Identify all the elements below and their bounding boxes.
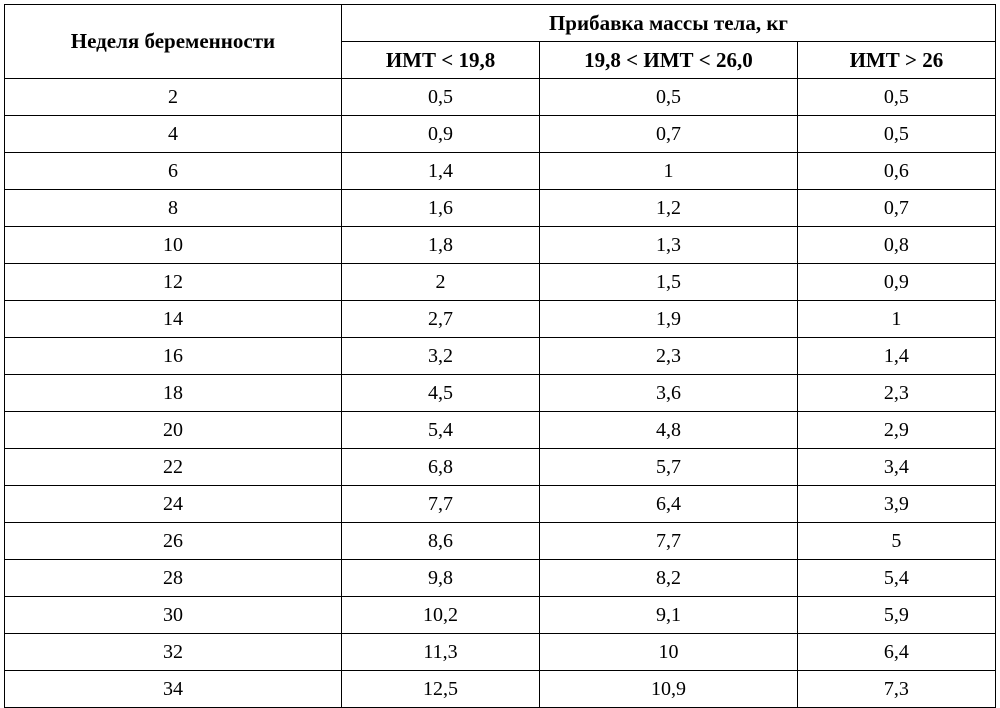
cell-bmi-low: 0,9 [341,116,539,153]
cell-bmi-low: 9,8 [341,560,539,597]
cell-bmi-low: 1,6 [341,190,539,227]
cell-bmi-high: 3,4 [797,449,995,486]
table-row: 205,44,82,9 [5,412,996,449]
header-bmi-high: ИМТ > 26 [797,42,995,79]
table-row: 20,50,50,5 [5,79,996,116]
cell-week: 26 [5,523,342,560]
table-row: 184,53,62,3 [5,375,996,412]
cell-bmi-low: 8,6 [341,523,539,560]
cell-bmi-high: 0,5 [797,116,995,153]
cell-bmi-high: 0,8 [797,227,995,264]
cell-bmi-mid: 1,3 [540,227,798,264]
cell-bmi-low: 2,7 [341,301,539,338]
table-row: 142,71,91 [5,301,996,338]
cell-week: 2 [5,79,342,116]
cell-bmi-mid: 10,9 [540,671,798,708]
cell-bmi-mid: 0,7 [540,116,798,153]
table-row: 268,67,75 [5,523,996,560]
cell-bmi-mid: 9,1 [540,597,798,634]
cell-week: 6 [5,153,342,190]
cell-bmi-low: 7,7 [341,486,539,523]
cell-bmi-high: 5 [797,523,995,560]
header-week: Неделя беременности [5,5,342,79]
cell-bmi-high: 6,4 [797,634,995,671]
cell-bmi-mid: 1 [540,153,798,190]
pregnancy-weight-table: Неделя беременности Прибавка массы тела,… [4,4,996,708]
cell-bmi-mid: 7,7 [540,523,798,560]
cell-bmi-mid: 2,3 [540,338,798,375]
cell-bmi-high: 5,9 [797,597,995,634]
table-header: Неделя беременности Прибавка массы тела,… [5,5,996,79]
cell-bmi-low: 3,2 [341,338,539,375]
cell-bmi-mid: 1,9 [540,301,798,338]
table-row: 81,61,20,7 [5,190,996,227]
table-row: 163,22,31,4 [5,338,996,375]
pregnancy-weight-table-container: Неделя беременности Прибавка массы тела,… [0,0,1000,700]
cell-bmi-low: 6,8 [341,449,539,486]
cell-week: 4 [5,116,342,153]
header-mass-gain: Прибавка массы тела, кг [341,5,995,42]
table-header-row-1: Неделя беременности Прибавка массы тела,… [5,5,996,42]
cell-bmi-high: 2,3 [797,375,995,412]
table-row: 3412,510,97,3 [5,671,996,708]
cell-bmi-mid: 0,5 [540,79,798,116]
cell-bmi-mid: 8,2 [540,560,798,597]
cell-bmi-mid: 6,4 [540,486,798,523]
cell-bmi-high: 5,4 [797,560,995,597]
cell-bmi-low: 1,8 [341,227,539,264]
cell-bmi-high: 0,9 [797,264,995,301]
table-row: 1221,50,9 [5,264,996,301]
cell-bmi-high: 7,3 [797,671,995,708]
cell-week: 8 [5,190,342,227]
cell-bmi-low: 12,5 [341,671,539,708]
cell-week: 32 [5,634,342,671]
table-row: 101,81,30,8 [5,227,996,264]
cell-bmi-low: 5,4 [341,412,539,449]
cell-bmi-mid: 10 [540,634,798,671]
header-bmi-mid: 19,8 < ИМТ < 26,0 [540,42,798,79]
cell-bmi-mid: 1,5 [540,264,798,301]
cell-bmi-low: 0,5 [341,79,539,116]
cell-week: 12 [5,264,342,301]
cell-week: 20 [5,412,342,449]
table-row: 289,88,25,4 [5,560,996,597]
table-row: 3211,3106,4 [5,634,996,671]
cell-bmi-low: 2 [341,264,539,301]
table-body: 20,50,50,540,90,70,561,410,681,61,20,710… [5,79,996,708]
cell-bmi-mid: 1,2 [540,190,798,227]
cell-bmi-low: 11,3 [341,634,539,671]
table-row: 247,76,43,9 [5,486,996,523]
cell-week: 16 [5,338,342,375]
cell-week: 18 [5,375,342,412]
cell-bmi-mid: 5,7 [540,449,798,486]
table-row: 3010,29,15,9 [5,597,996,634]
cell-week: 30 [5,597,342,634]
cell-bmi-high: 1,4 [797,338,995,375]
cell-week: 34 [5,671,342,708]
cell-bmi-mid: 4,8 [540,412,798,449]
cell-bmi-low: 10,2 [341,597,539,634]
table-row: 61,410,6 [5,153,996,190]
cell-bmi-mid: 3,6 [540,375,798,412]
header-bmi-low: ИМТ < 19,8 [341,42,539,79]
cell-week: 10 [5,227,342,264]
cell-bmi-high: 3,9 [797,486,995,523]
cell-bmi-high: 1 [797,301,995,338]
cell-week: 14 [5,301,342,338]
cell-bmi-low: 4,5 [341,375,539,412]
cell-bmi-low: 1,4 [341,153,539,190]
cell-week: 22 [5,449,342,486]
cell-bmi-high: 0,5 [797,79,995,116]
cell-week: 24 [5,486,342,523]
table-row: 40,90,70,5 [5,116,996,153]
table-row: 226,85,73,4 [5,449,996,486]
cell-bmi-high: 0,7 [797,190,995,227]
cell-bmi-high: 2,9 [797,412,995,449]
cell-bmi-high: 0,6 [797,153,995,190]
cell-week: 28 [5,560,342,597]
